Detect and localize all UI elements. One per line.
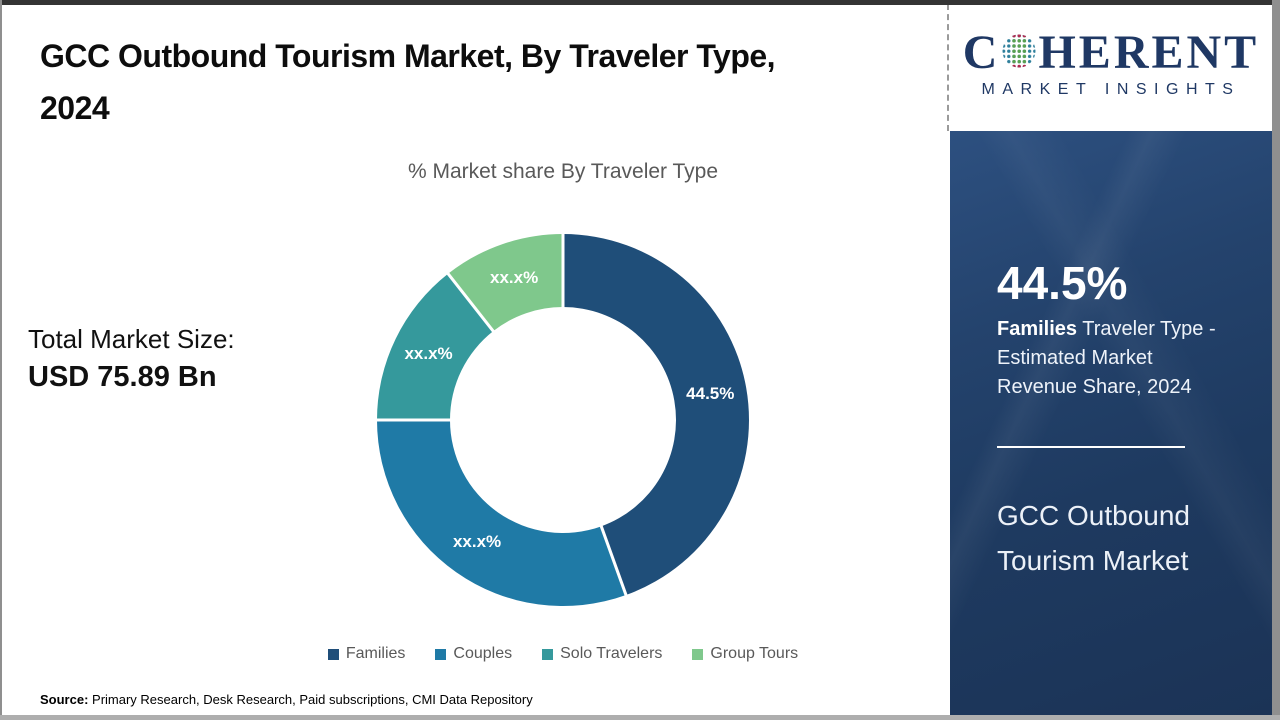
donut-slice-group-tours: [448, 234, 563, 332]
slice-separator: [446, 272, 496, 334]
frame-border-bottom: [0, 715, 1280, 720]
sidebar-stat-description: Families Traveler Type - Estimated Marke…: [997, 315, 1235, 402]
donut-slice-solo-travelers: [377, 273, 494, 420]
frame-border-left: [0, 0, 2, 720]
chart-legend: Families Couples Solo Travelers Group Tours: [178, 645, 948, 663]
slice-separator: [599, 523, 628, 597]
sidebar-stat-rest: Traveler Type - Estimated Market Revenue…: [997, 318, 1216, 398]
source-label: Source:: [40, 692, 89, 707]
legend-item-families: Families: [327, 645, 406, 663]
logo-subtitle: MARKET INSIGHTS: [981, 81, 1241, 98]
sidebar-stat-value: 44.5%: [997, 257, 1128, 309]
legend-swatch-icon: [327, 648, 339, 660]
chart-title: % Market share By Traveler Type: [407, 160, 719, 183]
total-market-size-block: Total Market Size: USD 75.89 Bn: [28, 324, 235, 394]
donut-chart-svg: 44.5% xx.x% xx.x% xx.x%: [376, 233, 749, 606]
donut-slice-families: [563, 234, 749, 595]
logo-word-start: C: [962, 26, 1001, 79]
slice-label-group-tours: xx.x%: [490, 268, 538, 287]
donut-slice-couples: [377, 420, 627, 606]
source-text: Primary Research, Desk Research, Paid su…: [88, 692, 533, 707]
total-market-size-value: USD 75.89 Bn: [28, 361, 217, 393]
donut-chart: 44.5% xx.x% xx.x% xx.x%: [363, 220, 763, 620]
legend-swatch-icon: [435, 648, 447, 660]
source-line: Source: Primary Research, Desk Research,…: [40, 692, 533, 707]
slice-label-couples: xx.x%: [453, 532, 501, 551]
frame-border-top: [0, 0, 1280, 5]
globe-dots-icon: [1001, 29, 1037, 68]
sidebar-divider: [997, 446, 1185, 448]
legend-swatch-icon: [692, 648, 704, 660]
frame-border-right: [1272, 0, 1280, 720]
legend-label: Families: [345, 645, 406, 662]
brand-logo: C: [950, 28, 1272, 78]
page-title: GCC Outbound Tourism Market, By Traveler…: [40, 38, 776, 126]
total-market-size-label: Total Market Size:: [28, 324, 235, 354]
slice-label-solo-travelers: xx.x%: [404, 344, 452, 363]
slice-label-families: 44.5%: [686, 384, 734, 403]
logo-word-end: HERENT: [1038, 26, 1260, 79]
legend-item-solo-travelers: Solo Travelers: [542, 645, 662, 663]
sidebar-report-title: GCC Outbound Tourism Market: [997, 500, 1190, 576]
legend-item-group-tours: Group Tours: [692, 645, 798, 663]
highlight-sidebar: 44.5% Families Traveler Type - Estimated…: [950, 131, 1272, 715]
brand-logo-panel: C: [950, 4, 1272, 131]
legend-label: Solo Travelers: [560, 645, 663, 662]
sidebar-stat-segment: Families: [997, 318, 1078, 340]
legend-label: Group Tours: [710, 645, 799, 662]
legend-swatch-icon: [542, 648, 554, 660]
legend-label: Couples: [453, 645, 513, 662]
logo-panel-divider: [947, 4, 949, 131]
legend-item-couples: Couples: [435, 645, 512, 663]
